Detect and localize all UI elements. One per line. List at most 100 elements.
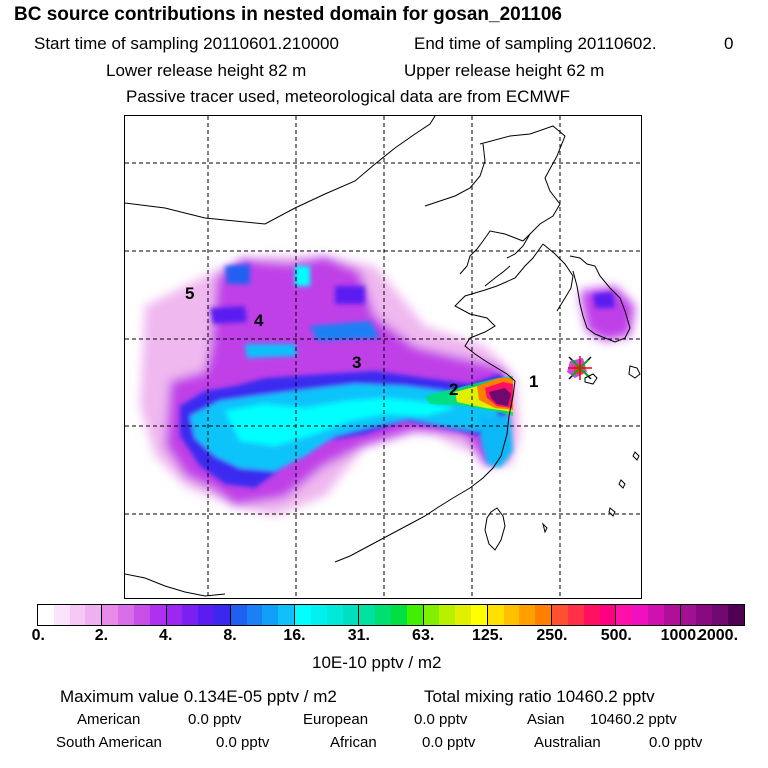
colorbar-tick-label: 63. bbox=[412, 627, 435, 644]
hotspot-east-2 bbox=[310, 321, 380, 341]
colorbar-swatch bbox=[262, 605, 279, 625]
colorbar-swatch bbox=[102, 605, 119, 625]
colorbar-tick-label: 250. bbox=[536, 627, 568, 644]
colorbar-swatch bbox=[342, 605, 359, 625]
colorbar-swatch bbox=[375, 605, 391, 625]
region-label-2: 2 bbox=[449, 380, 459, 399]
hotspot-5-top bbox=[225, 264, 250, 284]
colorbar-swatch bbox=[85, 605, 102, 625]
australian-label: Australian bbox=[534, 734, 601, 751]
start-sampling-label: Start time of sampling 20110601.210000 bbox=[34, 34, 339, 53]
colorbar-swatch bbox=[439, 605, 456, 625]
american-value: 0.0 pptv bbox=[188, 711, 242, 728]
lower-release-label: Lower release height 82 m bbox=[106, 61, 307, 80]
hotspot-east bbox=[335, 286, 365, 304]
colorbar-segment bbox=[487, 605, 553, 625]
colorbar-swatch bbox=[552, 605, 568, 625]
colorbar-segment bbox=[359, 605, 424, 625]
colorbar-segment bbox=[230, 605, 296, 625]
map-canvas bbox=[125, 116, 641, 598]
colorbar-swatch bbox=[471, 605, 487, 625]
colorbar-tick-label: 125. bbox=[471, 627, 504, 644]
colorbar-segment bbox=[166, 605, 231, 625]
colorbar-tick-label: 31. bbox=[347, 627, 370, 644]
colorbar-swatch bbox=[567, 605, 584, 625]
colorbar-swatch bbox=[696, 605, 713, 625]
colorbar-swatch bbox=[295, 605, 311, 625]
colorbar-swatch bbox=[519, 605, 536, 625]
colorbar-swatch bbox=[278, 605, 295, 625]
receptor-marker bbox=[568, 356, 592, 380]
hotspot-mid bbox=[295, 266, 310, 286]
african-value: 0.0 pptv bbox=[422, 734, 476, 751]
american-label: American bbox=[77, 711, 141, 728]
colorbar-segment bbox=[680, 605, 744, 625]
colorbar-tick-label: 16. bbox=[283, 627, 306, 644]
colorbar-swatch bbox=[503, 605, 520, 625]
tracer-note: Passive tracer used, meteorological data… bbox=[126, 87, 571, 106]
map-panel: 1 2 3 4 5 bbox=[124, 115, 642, 599]
african-label: African bbox=[330, 734, 377, 751]
colorbar-swatch bbox=[149, 605, 166, 625]
colorbar-swatch bbox=[648, 605, 664, 625]
colorbar-tick-label: 4. bbox=[159, 627, 173, 644]
concentration-field bbox=[140, 256, 635, 516]
upper-release-label: Upper release height 62 m bbox=[404, 61, 605, 80]
total-mixing-label: Total mixing ratio 10460.2 pptv bbox=[424, 687, 655, 706]
colorbar-tick-label: 500. bbox=[600, 627, 632, 644]
colorbar-swatch bbox=[213, 605, 230, 625]
south-american-label: South American bbox=[56, 734, 162, 751]
korea-patch bbox=[580, 286, 635, 341]
colorbar-swatch bbox=[166, 605, 183, 625]
south-american-value: 0.0 pptv bbox=[216, 734, 270, 751]
plume-cyan-bright bbox=[225, 398, 455, 446]
colorbar-swatch bbox=[133, 605, 150, 625]
colorbar-segment bbox=[102, 605, 167, 625]
region-label-3: 3 bbox=[352, 353, 362, 372]
end-sampling-suffix: 0 bbox=[724, 34, 734, 53]
colorbar-swatch bbox=[599, 605, 616, 625]
colorbar-swatch bbox=[632, 605, 649, 625]
colorbar-tick-label: 2. bbox=[94, 627, 109, 644]
colorbar-swatch bbox=[406, 605, 423, 625]
colorbar-swatch bbox=[390, 605, 407, 625]
colorbar-tick-label: 8. bbox=[223, 627, 237, 644]
colorbar-swatch bbox=[359, 605, 376, 625]
korea-blue bbox=[593, 292, 615, 308]
european-label: European bbox=[303, 711, 369, 728]
colorbar-swatch bbox=[535, 605, 552, 625]
hotspot-5-bar bbox=[210, 306, 247, 324]
colorbar-segment bbox=[423, 605, 488, 625]
colorbar-swatch bbox=[423, 605, 440, 625]
colorbar-tick-label: 2000. bbox=[697, 627, 739, 644]
colorbar-swatch bbox=[712, 605, 729, 625]
plot-title: BC source contributions in nested domain… bbox=[14, 4, 562, 25]
colorbar-tick-label: 0. bbox=[31, 627, 46, 644]
country-borders bbox=[424, 143, 531, 287]
colorbar-swatch bbox=[455, 605, 472, 625]
colorbar-swatch bbox=[246, 605, 263, 625]
region-label-1: 1 bbox=[529, 372, 539, 391]
colorbar-swatch bbox=[69, 605, 86, 625]
colorbar-segment bbox=[295, 605, 360, 625]
colorbar-unit: 10E-10 pptv / m2 bbox=[312, 653, 442, 672]
plume-core bbox=[425, 358, 587, 416]
end-sampling-label: End time of sampling 20110602. bbox=[414, 34, 657, 53]
australian-value: 0.0 pptv bbox=[649, 734, 703, 751]
hotspot-4-bar bbox=[245, 344, 297, 358]
colorbar-swatch bbox=[583, 605, 600, 625]
colorbar-swatch bbox=[616, 605, 633, 625]
colorbar-swatch bbox=[728, 605, 744, 625]
colorbar-swatch bbox=[38, 605, 54, 625]
region-label-5: 5 bbox=[185, 284, 195, 303]
colorbar-swatch bbox=[310, 605, 327, 625]
grid-lines bbox=[125, 116, 641, 598]
colorbar-swatch bbox=[680, 605, 697, 625]
european-value: 0.0 pptv bbox=[414, 711, 468, 728]
asian-value: 10460.2 pptv bbox=[590, 711, 677, 728]
colorbar-swatch bbox=[118, 605, 134, 625]
asian-label: Asian bbox=[527, 711, 565, 728]
colorbar-swatch bbox=[230, 605, 247, 625]
coastlines bbox=[125, 116, 641, 597]
region-label-4: 4 bbox=[254, 311, 264, 330]
